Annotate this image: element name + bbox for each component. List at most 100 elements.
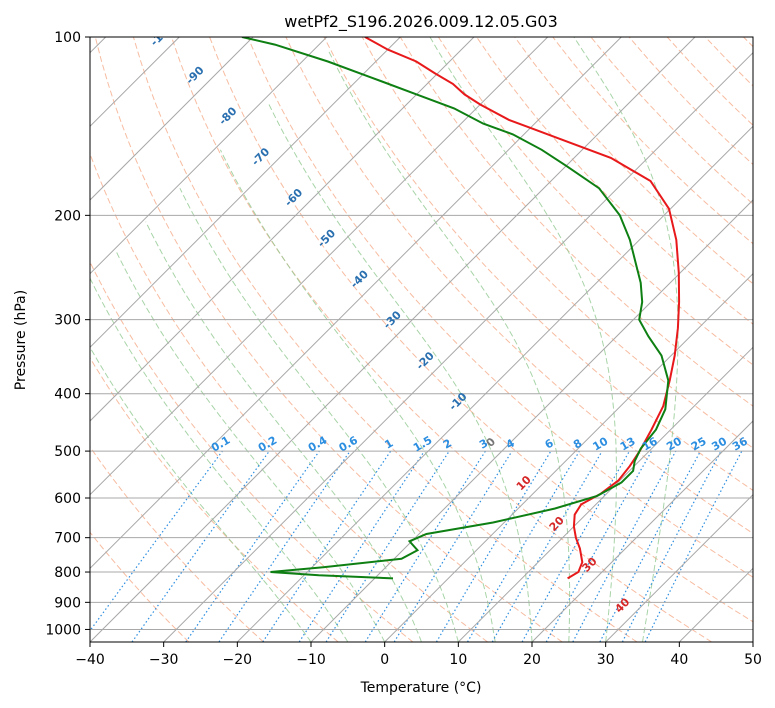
dry-adiabat xyxy=(743,37,753,48)
mixing-ratio-line xyxy=(393,450,513,642)
moist-adiabat xyxy=(573,37,679,642)
isotherm xyxy=(457,346,753,642)
mixing-ratio-line xyxy=(131,450,270,642)
x-tick-label: 50 xyxy=(744,652,762,668)
isotherm xyxy=(90,37,401,349)
isotherm xyxy=(90,37,475,422)
isotherm xyxy=(90,37,328,275)
dry-adiabat xyxy=(666,37,753,126)
mixing-ratio-line xyxy=(599,450,702,642)
plot-frame xyxy=(89,36,754,643)
background-lines xyxy=(90,37,753,642)
y-tick-label: 1000 xyxy=(45,622,81,638)
dry-adiabat xyxy=(94,37,563,642)
dry-adiabat xyxy=(361,37,753,449)
mixing-ratio-line xyxy=(262,450,392,642)
isotherm xyxy=(605,493,753,642)
y-tick-label: 400 xyxy=(54,387,81,403)
dewpoint-line xyxy=(241,37,670,580)
dry-adiabat xyxy=(247,37,753,578)
mixing-ratio-line xyxy=(521,450,631,642)
dry-adiabat xyxy=(209,37,753,623)
x-tick-label: 30 xyxy=(597,652,615,668)
sounding-lines xyxy=(241,37,681,580)
x-tick-label: −10 xyxy=(296,652,326,668)
mixing-ratio-label: 4 xyxy=(504,436,517,451)
x-tick-label: 0 xyxy=(380,652,389,668)
y-axis-title: Pressure (hPa) xyxy=(13,290,29,390)
dry-adiabat-label: -90 xyxy=(183,63,206,86)
dry-adiabat-label: -30 xyxy=(381,308,404,331)
temperature-line xyxy=(364,37,681,580)
dry-adiabat-label: 10 xyxy=(514,473,534,493)
isotherm xyxy=(678,567,753,642)
isotherm xyxy=(310,199,753,642)
x-tick-label: −40 xyxy=(75,652,105,668)
y-tick-label: 700 xyxy=(54,531,81,547)
mixing-ratio-label: 6 xyxy=(543,436,556,451)
dry-adiabat xyxy=(171,37,712,642)
y-tick-label: 200 xyxy=(54,208,81,224)
mixing-ratio-line xyxy=(435,450,552,642)
mixing-ratio-line xyxy=(644,450,743,642)
moist-adiabat xyxy=(90,277,349,642)
dry-adiabat xyxy=(552,37,753,245)
moist-adiabat xyxy=(268,104,533,642)
x-tick-label: 10 xyxy=(449,652,467,668)
y-tick-label: 100 xyxy=(54,30,81,46)
isotherm xyxy=(90,37,696,642)
y-tick-label: 600 xyxy=(54,491,81,507)
dry-adiabat xyxy=(90,152,488,642)
skewed-isotherms xyxy=(90,37,753,642)
moist-adiabat xyxy=(179,187,459,642)
dry-adiabat xyxy=(90,531,190,642)
x-axis-title: Temperature (°C) xyxy=(360,680,482,696)
isotherm xyxy=(384,272,753,642)
y-tick-label: 900 xyxy=(54,595,81,611)
dry-adiabat-label: -50 xyxy=(315,227,338,250)
moist-adiabat xyxy=(429,37,617,642)
dry-adiabat-label: -80 xyxy=(216,104,239,127)
x-tick-label: −20 xyxy=(223,652,253,668)
dry-adiabat xyxy=(437,37,753,366)
dry-adiabat-label: -100 xyxy=(148,20,177,49)
dry-adiabat xyxy=(285,37,753,535)
y-tick-label: 500 xyxy=(54,444,81,460)
y-tick-label: 800 xyxy=(54,565,81,581)
isotherm xyxy=(90,37,549,496)
dry-adiabat xyxy=(90,356,339,642)
moist-adiabat xyxy=(327,49,571,642)
mixing-ratio-line xyxy=(185,450,320,642)
dry-adiabat xyxy=(514,37,753,285)
dry-adiabat xyxy=(90,260,414,642)
line-labels: -100-90-80-70-60-50-40-30-20-10010203040… xyxy=(148,20,750,616)
dry-adiabat-label: -40 xyxy=(348,267,371,290)
moist-adiabat xyxy=(115,251,386,642)
dry-adiabat-label: -60 xyxy=(282,186,305,209)
isotherm xyxy=(531,420,753,642)
axes: −40 −30 −20 −10 0 10 20 30 40 50 100 200 300 400 500 60… xyxy=(45,30,762,668)
chart-title: wetPf2_S196.2026.009.12.05.G03 xyxy=(284,12,558,32)
x-tick-label: −30 xyxy=(149,652,179,668)
dry-adiabat xyxy=(590,37,753,205)
dry-adiabat xyxy=(399,37,753,407)
dry-adiabat xyxy=(704,37,753,87)
isotherm xyxy=(90,37,254,201)
mixing-ratio-line xyxy=(298,450,425,642)
isotherm xyxy=(236,125,753,642)
dry-adiabat xyxy=(132,37,638,642)
dry-adiabat-label: -70 xyxy=(249,145,272,168)
moist-adiabat xyxy=(145,221,422,642)
mixing-ratio-line xyxy=(325,450,450,642)
isotherm xyxy=(752,641,753,642)
mixing-ratio-line xyxy=(572,450,677,642)
dry-adiabat xyxy=(90,446,264,642)
mixing-ratio-line xyxy=(218,450,351,642)
x-tick-label: 40 xyxy=(670,652,688,668)
y-tick-label: 300 xyxy=(54,313,81,329)
mixing-ratio-label: 2 xyxy=(441,437,454,452)
mixing-ratio-line xyxy=(90,450,223,632)
x-tick-label: 20 xyxy=(523,652,541,668)
mixing-ratio-line xyxy=(545,450,653,642)
